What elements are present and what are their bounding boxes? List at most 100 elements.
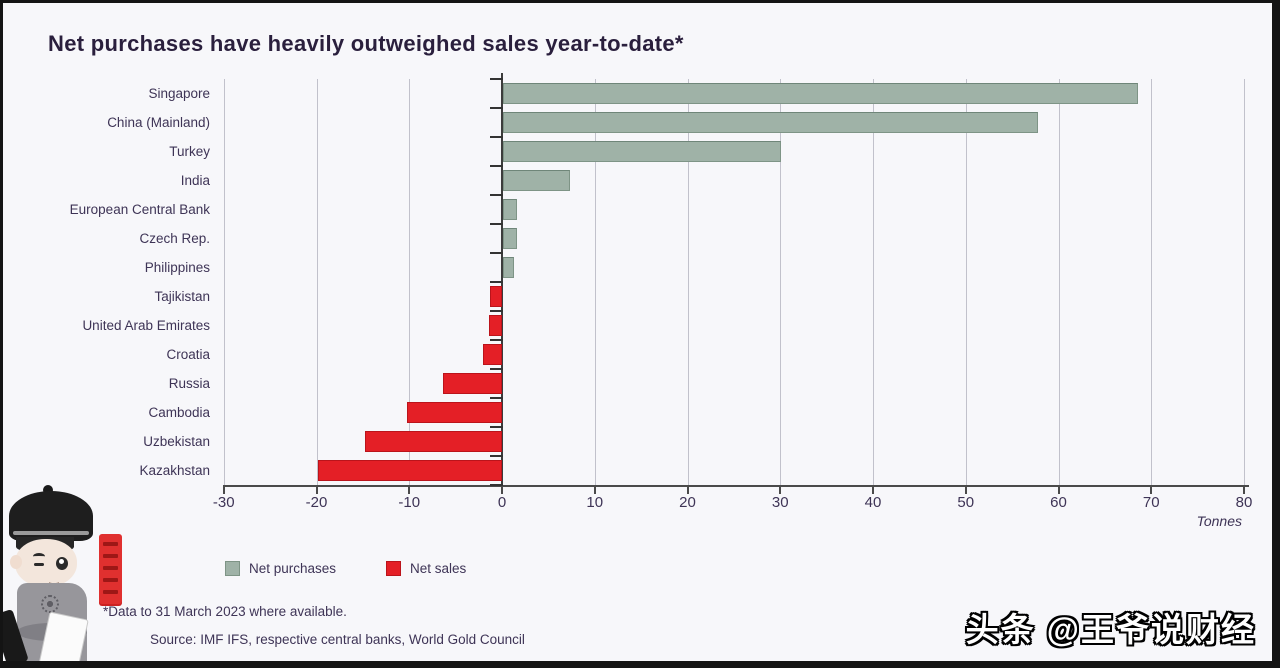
x-axis-tick [1243, 487, 1245, 494]
bar-india [503, 170, 570, 191]
mascot-hat-knob-icon [43, 485, 53, 495]
zero-axis-row-tick [490, 136, 503, 138]
x-axis-tick-label: 10 [586, 494, 604, 511]
x-axis-tick [1150, 487, 1153, 494]
category-label: Singapore [148, 85, 210, 101]
chart-title: Net purchases have heavily outweighed sa… [48, 31, 684, 56]
bar-tajikistan [489, 286, 502, 307]
x-axis-tick-label: 40 [864, 494, 882, 511]
footnote-data-date: *Data to 31 March 2023 where available. [103, 604, 347, 619]
legend-label-net-sales: Net sales [410, 561, 467, 576]
bar-croatia [482, 344, 502, 365]
zero-axis-row-tick [490, 339, 503, 341]
x-axis-tick-label: 50 [957, 494, 975, 511]
zero-axis-line [501, 73, 503, 485]
bar-china-mainland- [503, 112, 1039, 133]
category-label: China (Mainland) [107, 114, 210, 130]
mascot-eyebrow-icon [33, 553, 45, 560]
zero-axis-row-tick [490, 310, 503, 312]
gridline [965, 79, 967, 485]
gridline [780, 79, 782, 485]
gridline [1151, 79, 1153, 485]
zero-axis-row-tick [490, 107, 503, 109]
bar-european-central-bank [503, 199, 517, 220]
gridline [223, 79, 225, 485]
mascot-eye-glint-icon [59, 559, 64, 564]
mascot-hat-band-icon [13, 531, 89, 535]
bar-singapore [503, 83, 1139, 104]
zero-axis-row-tick [490, 252, 503, 254]
bar-kazakhstan [318, 460, 502, 481]
zero-axis-row-tick [490, 194, 503, 196]
gridline [594, 79, 596, 485]
x-axis-tick-label: -20 [305, 494, 328, 511]
x-axis-line [222, 485, 1249, 487]
x-axis-tick-label: -10 [398, 494, 421, 511]
bar-philippines [503, 257, 515, 278]
net-sales-swatch-icon [386, 561, 401, 576]
x-axis-tick [872, 487, 874, 494]
category-label: Turkey [169, 143, 210, 159]
x-axis-tick-label: -30 [212, 494, 235, 511]
category-label: United Arab Emirates [82, 317, 210, 333]
zero-axis-row-tick [490, 484, 503, 486]
category-label: Czech Rep. [139, 230, 210, 246]
x-axis-tick [1057, 487, 1060, 494]
legend-item-net-purchases: Net purchases [225, 561, 336, 576]
x-axis-tick-label: 80 [1235, 494, 1253, 511]
category-label: Philippines [144, 259, 210, 275]
category-label: Russia [168, 375, 210, 391]
mascot-robe-emblem-icon [41, 595, 59, 613]
gridline [409, 79, 411, 485]
category-label: Kazakhstan [139, 462, 210, 478]
gridline [687, 79, 689, 485]
legend-label-net-purchases: Net purchases [249, 561, 337, 576]
x-axis-tick [593, 487, 596, 494]
x-axis-tick-label: 30 [771, 494, 789, 511]
zero-axis-row-tick [490, 426, 503, 428]
bar-uzbekistan [364, 431, 502, 452]
category-label: European Central Bank [69, 201, 210, 217]
bar-cambodia [407, 402, 502, 423]
x-axis-tick-label: 70 [1142, 494, 1160, 511]
bar-turkey [503, 141, 782, 162]
gridline [1058, 79, 1060, 485]
zero-axis-row-tick [490, 455, 503, 457]
mascot-cartoon [3, 483, 233, 661]
mascot-ear-icon [10, 555, 22, 569]
mascot-red-seal-icon [99, 534, 122, 604]
zero-axis-row-tick [490, 397, 503, 399]
chart-plot: -30 -20 -10 0 10 20 30 40 50 60 70 80 Singapore China… [3, 3, 1272, 661]
zero-axis-row-tick [490, 281, 503, 283]
x-axis-tick-label: 20 [679, 494, 696, 511]
legend: Net purchases Net sales [3, 561, 1272, 581]
gridline [1244, 79, 1245, 485]
bar-united-arab-emirates [489, 315, 502, 336]
x-axis-tick-label: 60 [1050, 494, 1067, 511]
gridline [316, 79, 318, 485]
x-axis-tick [408, 487, 411, 494]
category-label: Croatia [166, 346, 210, 362]
category-label: Uzbekistan [143, 433, 210, 449]
category-label: India [180, 172, 210, 188]
zero-axis-row-tick [490, 78, 503, 80]
category-label: Cambodia [148, 404, 210, 420]
x-axis-unit-label: Tonnes [1196, 513, 1242, 529]
net-purchases-swatch-icon [225, 561, 240, 576]
x-axis-tick [501, 487, 503, 494]
footnote-source: Source: IMF IFS, respective central bank… [150, 632, 525, 647]
zero-axis-row-tick [490, 223, 503, 225]
zero-axis-row-tick [490, 165, 503, 167]
x-axis-tick-label: 0 [497, 494, 507, 511]
bar-russia [442, 373, 502, 394]
zero-axis-row-tick [490, 368, 503, 370]
x-axis-tick [964, 487, 967, 494]
legend-item-net-sales: Net sales [386, 561, 466, 576]
watermark-toutiao-handle: 头条 @王爷说财经 [965, 611, 1256, 648]
gridline [873, 79, 874, 485]
bar-czech-rep- [503, 228, 517, 249]
x-axis-tick [686, 487, 689, 494]
x-axis-tick [222, 487, 225, 494]
x-axis-tick [779, 487, 782, 494]
